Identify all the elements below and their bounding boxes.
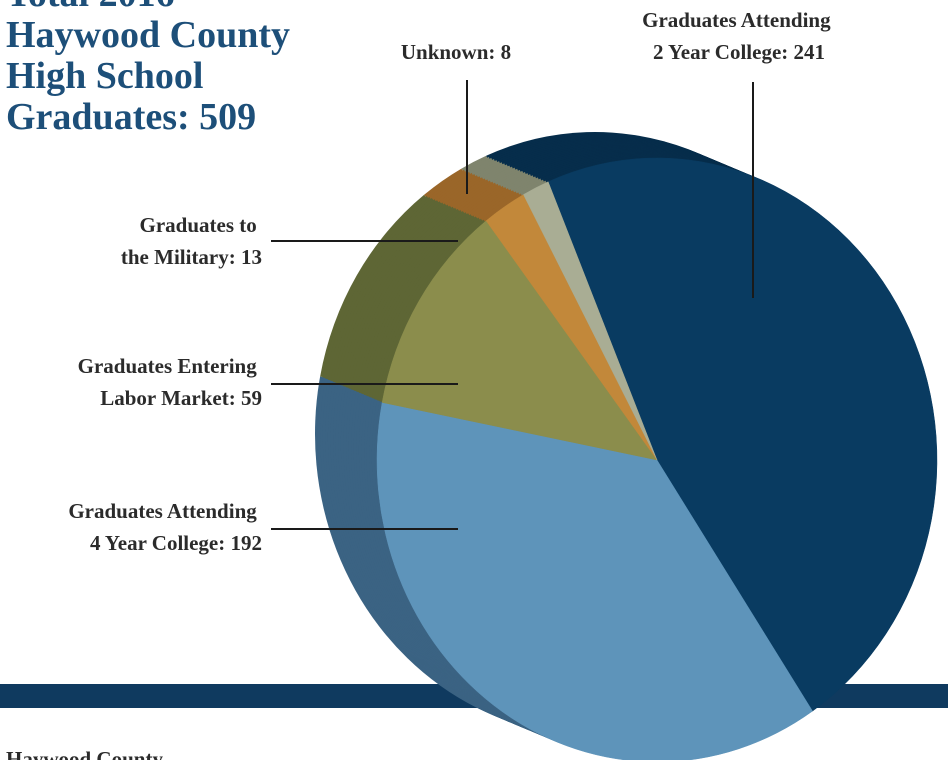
leader-lines [271, 80, 754, 530]
label-labor-market: Graduates Entering Labor Market: 59 [78, 354, 262, 410]
label-unknown: Unknown: 8 [401, 40, 511, 64]
pie-slice-two_year [547, 157, 938, 712]
label-military: Graduates to the Military: 13 [121, 213, 262, 269]
pie-slices [376, 157, 938, 760]
title-line-2: Haywood County [6, 14, 290, 56]
label-two-year-college: Graduates Attending 2 Year College: 241 [642, 8, 836, 64]
title-line-3: High School [6, 55, 203, 97]
label-four-year-college: Graduates Attending 4 Year College: 192 [68, 499, 262, 555]
pie-slice-four_year [376, 402, 813, 760]
title-line-1: Total 2016 [6, 0, 175, 15]
footer-text: Haywood County [6, 747, 163, 760]
pie-slice-unknown [523, 181, 658, 461]
title-line-4: Graduates: 509 [6, 96, 256, 138]
chart-title: Total 2016 Haywood County High School Gr… [6, 0, 300, 138]
